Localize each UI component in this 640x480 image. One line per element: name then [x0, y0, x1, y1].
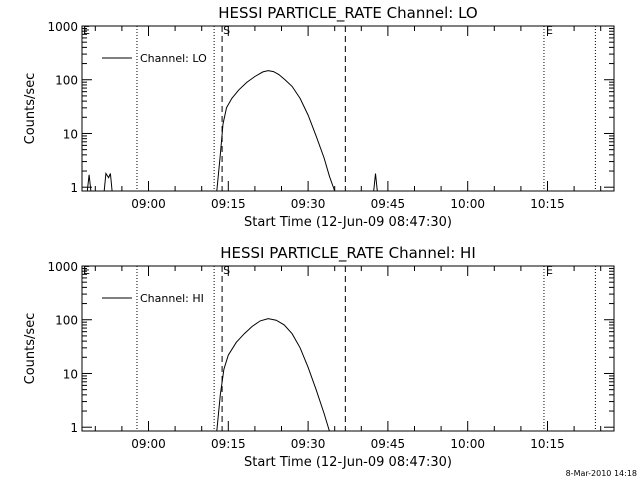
y-tick-label: 10: [63, 127, 78, 141]
end-marker: E: [546, 264, 553, 277]
chart-title: HESSI PARTICLE_RATE Channel: LO: [218, 4, 477, 23]
x-tick-label: 10:15: [530, 437, 565, 451]
y-tick-label: 1000: [47, 20, 78, 34]
x-tick-label: 09:15: [211, 437, 246, 451]
legend-label: Channel: LO: [140, 52, 207, 65]
x-tick-label: 10:00: [450, 197, 485, 211]
y-tick-label: 100: [55, 74, 78, 88]
start-marker: S: [223, 264, 230, 277]
x-tick-label: 09:30: [291, 197, 326, 211]
y-tick-label: 1000: [47, 260, 78, 274]
series-line-segment: [216, 318, 330, 432]
footer-timestamp: 8-Mar-2010 14:18: [566, 469, 637, 478]
x-axis-label: Start Time (12-Jun-09 08:47:30): [244, 455, 452, 470]
x-tick-label: 10:15: [530, 197, 565, 211]
x-tick-label: 09:00: [131, 437, 166, 451]
plot-frame: [81, 25, 615, 192]
chart-title: HESSI PARTICLE_RATE Channel: HI: [220, 244, 476, 263]
edge-marker: E: [83, 24, 90, 37]
panel-lo: HESSI PARTICLE_RATE Channel: LO 1 10 100 100…: [23, 4, 615, 230]
y-axis-label: Counts/sec: [23, 313, 38, 385]
y-tick-label: 10: [63, 367, 78, 381]
panel-hi: HESSI PARTICLE_RATE Channel: HI 1 10 100 100…: [23, 244, 615, 470]
x-tick-label: 09:00: [131, 197, 166, 211]
legend-label: Channel: HI: [140, 292, 204, 305]
series-line-segment: [373, 173, 378, 192]
y-tick-label: 100: [55, 314, 78, 328]
y-tick-label: 1: [70, 181, 78, 195]
start-marker: S: [223, 24, 230, 37]
series-line-segment: [103, 172, 113, 192]
x-tick-label: 09:45: [371, 437, 406, 451]
edge-marker: E: [83, 264, 90, 277]
y-axis-label: Counts/sec: [23, 73, 38, 145]
x-tick-label: 09:45: [371, 197, 406, 211]
x-tick-label: 09:15: [211, 197, 246, 211]
series-line-segment: [86, 174, 92, 192]
series-line-segment: [216, 70, 336, 192]
x-tick-label: 10:00: [450, 437, 485, 451]
end-marker: E: [546, 24, 553, 37]
plot-frame: [81, 265, 615, 432]
x-tick-label: 09:30: [291, 437, 326, 451]
y-tick-label: 1: [70, 421, 78, 435]
x-axis-label: Start Time (12-Jun-09 08:47:30): [244, 215, 452, 230]
